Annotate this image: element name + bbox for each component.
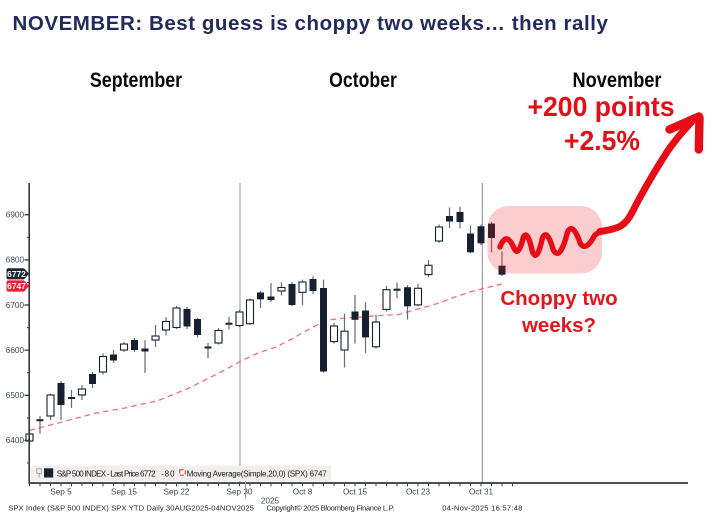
svg-text:Moving Average(Simple,20,0) (S: Moving Average(Simple,20,0) (SPX) 6747 [187, 469, 328, 478]
svg-text:Sep 5: Sep 5 [50, 488, 72, 497]
svg-text:SPX Index (S&P 500 INDEX) SPX: SPX Index (S&P 500 INDEX) SPX YTD Daily … [8, 504, 254, 513]
svg-text:-80: -80 [161, 469, 175, 478]
svg-text:Sep 30: Sep 30 [227, 488, 253, 497]
svg-text:Copyright© 2025 Bloomberg Fina: Copyright© 2025 Bloomberg Finance L.P. [267, 504, 395, 513]
svg-text:Sep 22: Sep 22 [164, 488, 190, 497]
svg-text:6500: 6500 [6, 391, 25, 400]
svg-text:Oct 23: Oct 23 [406, 488, 431, 497]
svg-text:Oct 31: Oct 31 [469, 488, 494, 497]
svg-text:Oct 8: Oct 8 [293, 488, 313, 497]
svg-text:Oct 15: Oct 15 [343, 488, 368, 497]
svg-text:6900: 6900 [6, 211, 25, 220]
svg-text:6600: 6600 [6, 346, 25, 355]
svg-text:6700: 6700 [6, 301, 25, 310]
svg-text:6747: 6747 [7, 281, 26, 291]
svg-text:Sep 15: Sep 15 [111, 488, 137, 497]
svg-text:04-Nov-2025 16:57:48: 04-Nov-2025 16:57:48 [442, 504, 522, 513]
svg-text:6400: 6400 [6, 436, 25, 445]
svg-text:6800: 6800 [6, 256, 25, 265]
svg-text:6772: 6772 [7, 269, 26, 279]
svg-text:2025: 2025 [261, 497, 280, 506]
svg-text:S&P 500 INDEX - Last Price 677: S&P 500 INDEX - Last Price 6772 [57, 469, 156, 478]
